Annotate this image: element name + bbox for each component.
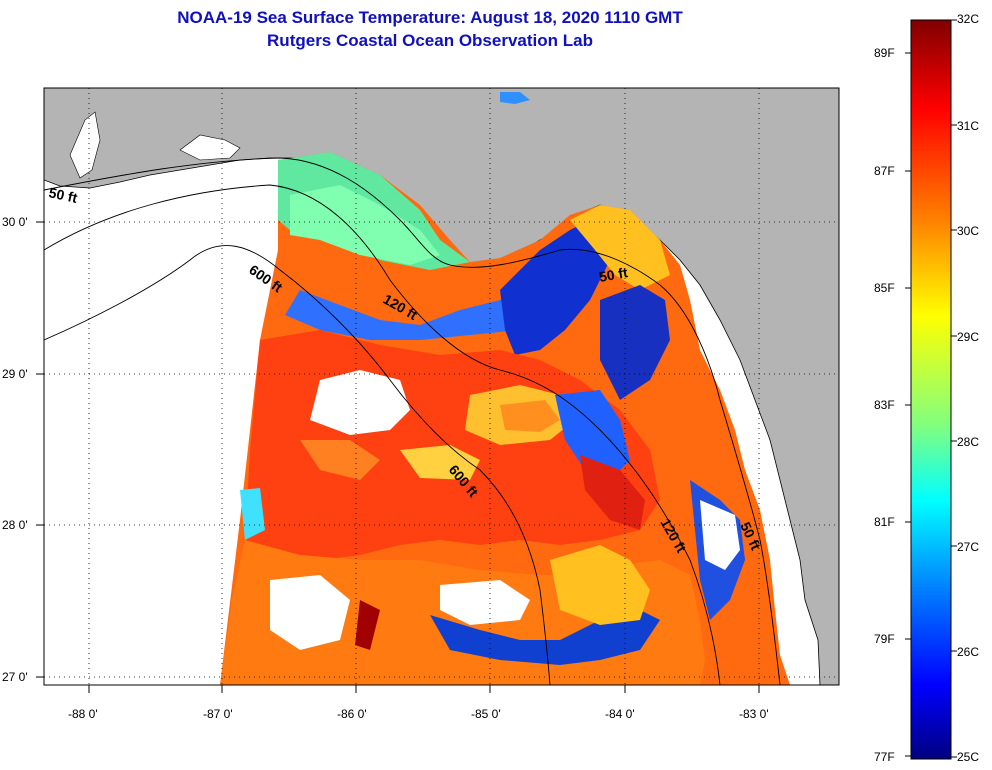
- map-title: NOAA-19 Sea Surface Temperature: August …: [177, 8, 683, 27]
- colorbar-fahrenheit-label: 85F: [874, 281, 895, 295]
- lat-tick-label: 30 0': [2, 215, 28, 229]
- colorbar-fahrenheit-label: 79F: [874, 632, 895, 646]
- lat-tick-label: 27 0': [2, 670, 28, 684]
- colorbar-celsius-label: 25C: [957, 750, 980, 764]
- colorbar-fahrenheit-label: 77F: [874, 750, 895, 764]
- lon-tick-label: -88 0': [68, 707, 98, 721]
- temperature-colorbar: [910, 19, 952, 760]
- colorbar-celsius-label: 28C: [957, 435, 980, 449]
- isobath-contours: [44, 157, 781, 685]
- axis-ticks: [36, 221, 760, 693]
- lon-tick-label: -87 0': [203, 707, 233, 721]
- colorbar-celsius-label: 29C: [957, 330, 980, 344]
- lat-tick-label: 28 0': [2, 518, 28, 532]
- colorbar-celsius-label: 31C: [957, 119, 980, 133]
- colorbar-fahrenheit-label: 83F: [874, 398, 895, 412]
- lon-tick-label: -85 0': [471, 707, 501, 721]
- colorbar-celsius-label: 32C: [957, 12, 980, 26]
- colorbar-celsius-label: 27C: [957, 540, 980, 554]
- isobath-label: 50 ft: [47, 184, 79, 206]
- lon-tick-label: -83 0': [739, 707, 769, 721]
- colorbar-fahrenheit-label: 89F: [874, 46, 895, 60]
- lat-tick-label: 29 0': [2, 367, 28, 381]
- isobath-label: 50 ft: [598, 264, 629, 285]
- bay: [179, 134, 241, 161]
- colorbar-celsius-label: 26C: [957, 645, 980, 659]
- map-subtitle: Rutgers Coastal Ocean Observation Lab: [267, 31, 593, 50]
- colorbar-celsius-label: 30C: [957, 224, 980, 238]
- colorbar-ticks: [905, 19, 957, 758]
- sst-swath: [220, 92, 790, 685]
- lon-tick-label: -84 0': [605, 707, 635, 721]
- lon-tick-label: -86 0': [337, 707, 367, 721]
- bay: [69, 111, 101, 179]
- colorbar-fahrenheit-label: 81F: [874, 515, 895, 529]
- colorbar-fahrenheit-label: 87F: [874, 164, 895, 178]
